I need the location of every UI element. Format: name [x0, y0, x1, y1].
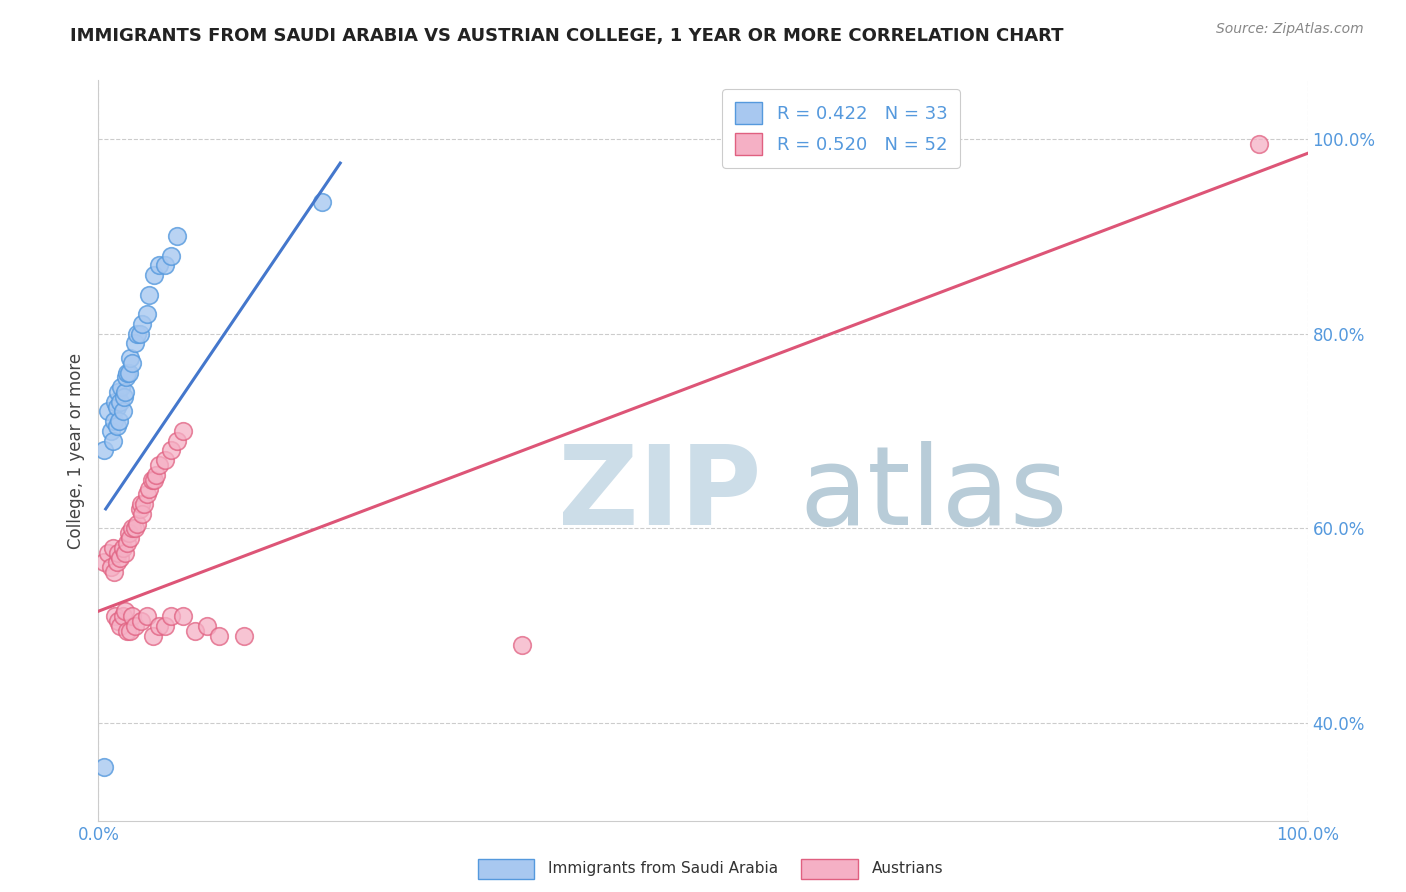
Point	[107, 546, 129, 560]
Point	[100, 560, 122, 574]
Point	[195, 619, 218, 633]
Point	[1249, 136, 1271, 151]
Point	[153, 453, 176, 467]
Point	[104, 394, 127, 409]
Point	[510, 638, 533, 652]
Point	[118, 351, 141, 365]
Point	[108, 414, 131, 428]
Point	[160, 443, 183, 458]
Point	[148, 458, 170, 472]
Point	[105, 419, 128, 434]
Point	[108, 619, 131, 633]
Point	[103, 414, 125, 428]
Point	[172, 424, 194, 438]
Point	[153, 619, 176, 633]
Point	[134, 497, 156, 511]
Point	[117, 366, 139, 380]
Point	[110, 380, 132, 394]
Point	[121, 609, 143, 624]
Point	[311, 195, 333, 210]
Point	[105, 556, 128, 570]
Point	[166, 229, 188, 244]
Point	[97, 404, 120, 418]
Point	[127, 516, 149, 531]
Point	[166, 434, 188, 448]
Point	[118, 531, 141, 545]
Point	[108, 550, 131, 565]
Point	[124, 336, 146, 351]
Point	[118, 526, 141, 541]
Legend: R = 0.422   N = 33, R = 0.520   N = 52: R = 0.422 N = 33, R = 0.520 N = 52	[723, 89, 960, 168]
Point	[114, 384, 136, 399]
Point	[121, 356, 143, 370]
Point	[111, 541, 134, 555]
Text: Immigrants from Saudi Arabia: Immigrants from Saudi Arabia	[548, 862, 779, 876]
Point	[117, 536, 139, 550]
Point	[129, 614, 152, 628]
Point	[160, 609, 183, 624]
Point	[124, 619, 146, 633]
Point	[97, 546, 120, 560]
Point	[141, 473, 163, 487]
Text: Austrians: Austrians	[872, 862, 943, 876]
Text: ZIP: ZIP	[558, 442, 761, 549]
Point	[93, 760, 115, 774]
Point	[184, 624, 207, 638]
Point	[124, 521, 146, 535]
Point	[108, 394, 131, 409]
Point	[135, 307, 157, 321]
Point	[138, 483, 160, 497]
Point	[160, 249, 183, 263]
Point	[117, 624, 139, 638]
Point	[105, 400, 128, 414]
Point	[104, 609, 127, 624]
Point	[93, 443, 115, 458]
Point	[135, 609, 157, 624]
Point	[118, 366, 141, 380]
Text: Source: ZipAtlas.com: Source: ZipAtlas.com	[1216, 22, 1364, 37]
Point	[232, 628, 254, 642]
Point	[143, 268, 166, 282]
Point	[129, 497, 152, 511]
Point	[148, 619, 170, 633]
Point	[111, 404, 134, 418]
Point	[107, 614, 129, 628]
Y-axis label: College, 1 year or more: College, 1 year or more	[66, 352, 84, 549]
Point	[128, 326, 150, 341]
Point	[121, 521, 143, 535]
Point	[100, 424, 122, 438]
Point	[115, 370, 138, 384]
Point	[153, 259, 176, 273]
Point	[127, 326, 149, 341]
Point	[114, 546, 136, 560]
Point	[118, 624, 141, 638]
Point	[142, 628, 165, 642]
Text: IMMIGRANTS FROM SAUDI ARABIA VS AUSTRIAN COLLEGE, 1 YEAR OR MORE CORRELATION CHA: IMMIGRANTS FROM SAUDI ARABIA VS AUSTRIAN…	[70, 27, 1064, 45]
Point	[131, 507, 153, 521]
Point	[93, 556, 115, 570]
Point	[131, 317, 153, 331]
Point	[172, 609, 194, 624]
Point	[112, 390, 135, 404]
Point	[128, 502, 150, 516]
Point	[145, 467, 167, 482]
Point	[148, 259, 170, 273]
Point	[143, 473, 166, 487]
Text: atlas: atlas	[800, 442, 1069, 549]
Point	[208, 628, 231, 642]
Point	[103, 566, 125, 580]
Point	[138, 287, 160, 301]
Point	[107, 384, 129, 399]
Point	[101, 541, 124, 555]
Point	[114, 604, 136, 618]
Point	[101, 434, 124, 448]
Point	[111, 609, 134, 624]
Point	[135, 487, 157, 501]
